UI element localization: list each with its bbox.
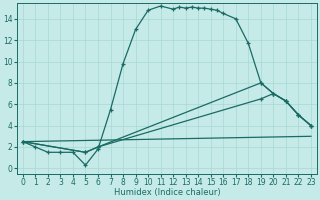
X-axis label: Humidex (Indice chaleur): Humidex (Indice chaleur) [114,188,220,197]
